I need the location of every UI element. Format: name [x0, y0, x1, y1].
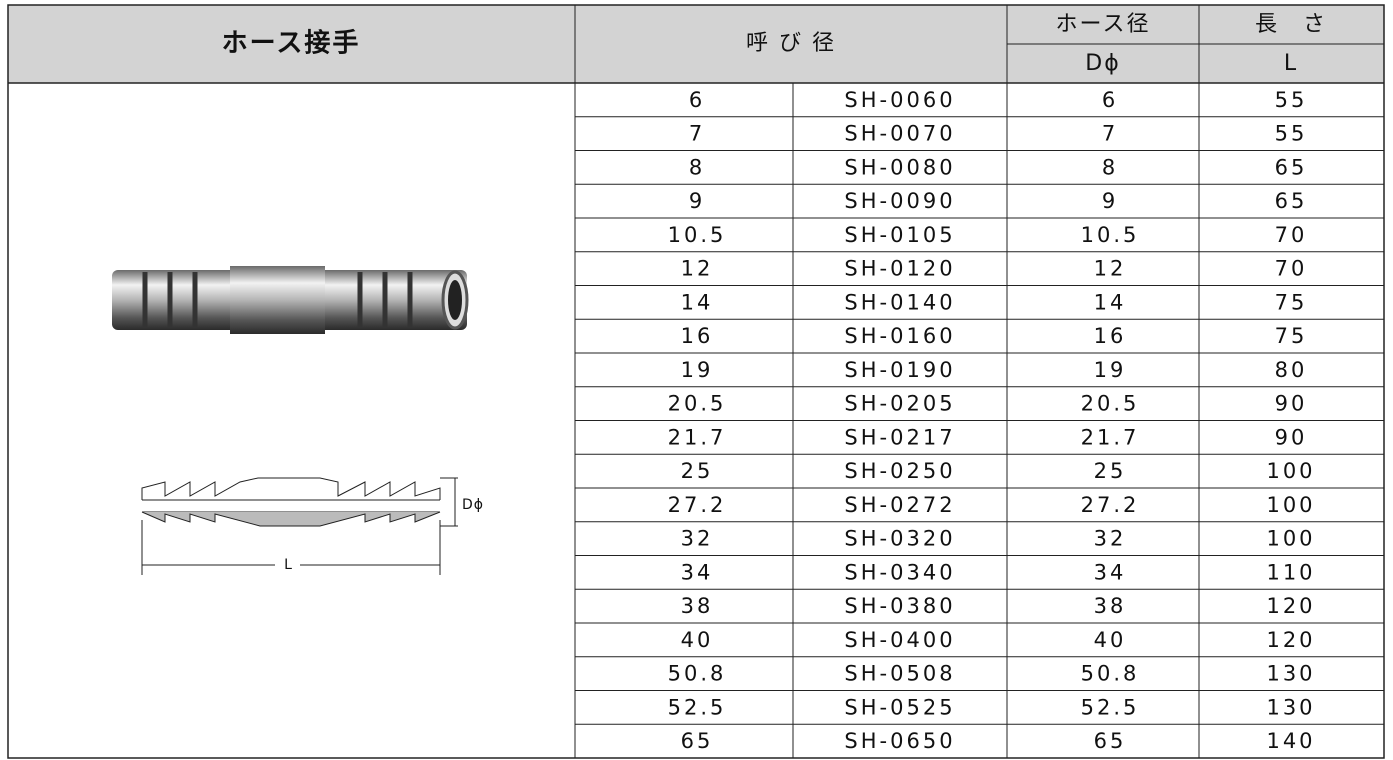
- hose-diameter: 52.5: [1081, 695, 1140, 719]
- part-code: SH-0205: [844, 392, 955, 416]
- length: 90: [1275, 392, 1308, 416]
- part-code: SH-0190: [844, 358, 955, 382]
- length: 75: [1275, 324, 1308, 348]
- length: 75: [1275, 290, 1308, 314]
- hose-diameter: 50.8: [1081, 662, 1140, 686]
- nominal-size: 7: [689, 122, 705, 146]
- nominal-size: 19: [681, 358, 714, 382]
- nominal-size: 12: [681, 257, 714, 281]
- hose-diameter: 25: [1094, 459, 1127, 483]
- header-nominal: 呼 び 径: [746, 31, 836, 56]
- length: 130: [1266, 695, 1315, 719]
- part-code: SH-0120: [844, 257, 955, 281]
- part-code: SH-0080: [844, 155, 955, 179]
- nominal-size: 9: [689, 189, 705, 213]
- nominal-size: 32: [681, 527, 714, 551]
- header-length: 長 さ: [1255, 12, 1327, 37]
- hose-diameter: 40: [1094, 628, 1127, 652]
- nominal-size: 40: [681, 628, 714, 652]
- part-code: SH-0070: [844, 122, 955, 146]
- hose-diameter: 65: [1094, 729, 1127, 753]
- part-code: SH-0380: [844, 594, 955, 618]
- part-code: SH-0105: [844, 223, 955, 247]
- hose-diameter: 19: [1094, 358, 1127, 382]
- nominal-size: 65: [681, 729, 714, 753]
- hose-diameter: 10.5: [1081, 223, 1140, 247]
- hose-diameter: 20.5: [1081, 392, 1140, 416]
- hose-diameter: 12: [1094, 257, 1127, 281]
- nominal-size: 52.5: [668, 695, 727, 719]
- length: 65: [1275, 189, 1308, 213]
- part-code: SH-0272: [844, 493, 955, 517]
- part-code: SH-0340: [844, 560, 955, 584]
- length: 110: [1266, 560, 1315, 584]
- part-code: SH-0400: [844, 628, 955, 652]
- length: 120: [1266, 594, 1315, 618]
- l-label: L: [284, 557, 292, 573]
- part-code: SH-0060: [844, 88, 955, 112]
- nominal-size: 34: [681, 560, 714, 584]
- part-code: SH-0140: [844, 290, 955, 314]
- hose-diameter: 21.7: [1081, 425, 1140, 449]
- length: 100: [1266, 493, 1315, 517]
- hose-diameter: 38: [1094, 594, 1127, 618]
- length: 100: [1266, 527, 1315, 551]
- hose-diameter: 6: [1102, 88, 1118, 112]
- header-title: ホース接手: [222, 29, 361, 59]
- length: 130: [1266, 662, 1315, 686]
- nominal-size: 20.5: [668, 392, 727, 416]
- hose-diameter: 14: [1094, 290, 1127, 314]
- hose-diameter: 32: [1094, 527, 1127, 551]
- part-code: SH-0090: [844, 189, 955, 213]
- length: 55: [1275, 88, 1308, 112]
- hose-diameter: 7: [1102, 122, 1118, 146]
- nominal-size: 21.7: [668, 425, 727, 449]
- nominal-size: 8: [689, 155, 705, 179]
- nominal-size: 16: [681, 324, 714, 348]
- length: 90: [1275, 425, 1308, 449]
- length: 65: [1275, 155, 1308, 179]
- length: 70: [1275, 223, 1308, 247]
- header-hose-diameter: ホース径: [1056, 12, 1151, 37]
- hose-diameter: 34: [1094, 560, 1127, 584]
- part-code: SH-0160: [844, 324, 955, 348]
- part-code: SH-0525: [844, 695, 955, 719]
- nominal-size: 50.8: [668, 662, 727, 686]
- nominal-size: 14: [681, 290, 714, 314]
- header-d-symbol: Dϕ: [1085, 51, 1120, 76]
- length: 70: [1275, 257, 1308, 281]
- nominal-size: 27.2: [668, 493, 727, 517]
- hose-diameter: 16: [1094, 324, 1127, 348]
- part-code: SH-0320: [844, 527, 955, 551]
- header-l-symbol: L: [1284, 51, 1298, 76]
- hose-diameter: 27.2: [1081, 493, 1140, 517]
- nominal-size: 38: [681, 594, 714, 618]
- nominal-size: 6: [689, 88, 705, 112]
- nominal-size: 10.5: [668, 223, 727, 247]
- length: 80: [1275, 358, 1308, 382]
- fitting-photo: [112, 266, 469, 334]
- nominal-size: 25: [681, 459, 714, 483]
- d-label: Dϕ: [462, 497, 484, 513]
- table-border: [7, 4, 1385, 759]
- part-code: SH-0217: [844, 425, 955, 449]
- length: 120: [1266, 628, 1315, 652]
- hose-diameter: 9: [1102, 189, 1118, 213]
- hose-diameter: 8: [1102, 155, 1118, 179]
- length: 55: [1275, 122, 1308, 146]
- part-code: SH-0508: [844, 662, 955, 686]
- part-code: SH-0650: [844, 729, 955, 753]
- length: 140: [1266, 729, 1315, 753]
- fitting-drawing: [141, 477, 458, 575]
- length: 100: [1266, 459, 1315, 483]
- part-code: SH-0250: [844, 459, 955, 483]
